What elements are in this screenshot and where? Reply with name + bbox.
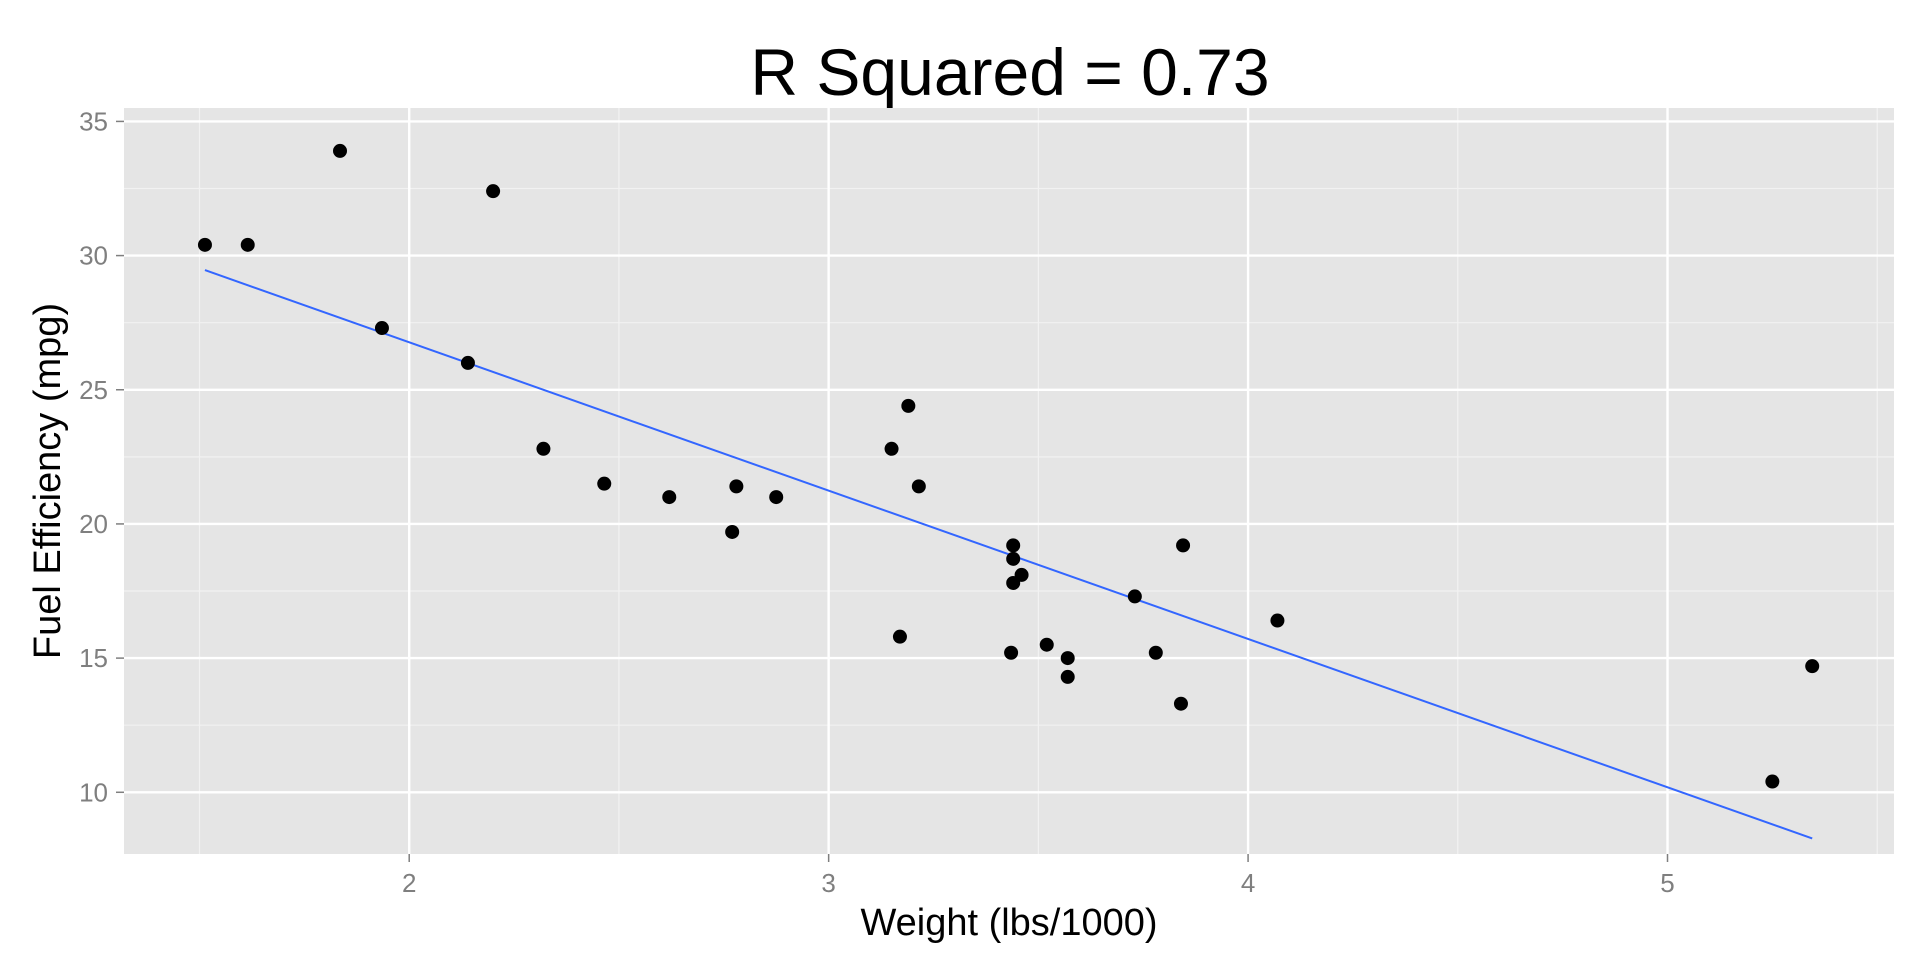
y-tick-label-20: 20 <box>79 509 108 539</box>
data-point-30 <box>729 479 744 494</box>
y-tick-label-10: 10 <box>79 777 108 807</box>
x-tick-label-5: 5 <box>1660 868 1674 898</box>
data-point-14 <box>1765 774 1780 789</box>
data-point-24 <box>374 321 389 336</box>
data-point-12 <box>1127 589 1142 604</box>
tick-labels: 2 3 4 5 10 15 20 25 30 35 <box>79 106 1675 898</box>
data-point-1 <box>769 490 784 505</box>
data-point-15 <box>1805 659 1820 674</box>
y-tick-label-30: 30 <box>79 241 108 271</box>
minor-gridlines <box>124 108 1894 854</box>
data-point-7 <box>901 398 916 413</box>
data-point-20 <box>1039 637 1054 652</box>
x-tick-label-3: 3 <box>821 868 835 898</box>
data-point-29 <box>1060 651 1075 666</box>
data-point-26 <box>197 237 212 252</box>
data-point-6 <box>1060 669 1075 684</box>
data-point-9 <box>1006 538 1021 553</box>
data-point-3 <box>911 479 926 494</box>
y-tick-label-25: 25 <box>79 375 108 405</box>
data-point-11 <box>1270 613 1285 628</box>
data-point-4 <box>1006 551 1021 566</box>
axis-ticks <box>116 120 1669 862</box>
data-point-16 <box>486 184 501 199</box>
plot-panel <box>124 108 1894 854</box>
data-point-22 <box>1173 696 1188 711</box>
data-point-0 <box>662 490 677 505</box>
y-axis-label: Fuel Efficiency (mpg) <box>27 303 69 659</box>
x-axis-label: Weight (lbs/1000) <box>860 902 1157 944</box>
data-point-18 <box>333 143 348 158</box>
x-tick-label-2: 2 <box>402 868 416 898</box>
y-tick-label-15: 15 <box>79 643 108 673</box>
data-point-25 <box>460 355 475 370</box>
data-point-21 <box>1004 645 1019 660</box>
data-points <box>197 143 1820 789</box>
data-point-27 <box>892 629 907 644</box>
data-point-23 <box>1176 538 1191 553</box>
data-point-10 <box>1006 575 1021 590</box>
data-point-17 <box>240 237 255 252</box>
major-gridlines <box>124 108 1894 854</box>
x-tick-label-4: 4 <box>1241 868 1255 898</box>
data-point-2 <box>536 441 551 456</box>
y-tick-label-35: 35 <box>79 106 108 136</box>
chart-title: R Squared = 0.73 <box>750 35 1269 109</box>
data-point-8 <box>884 441 899 456</box>
data-point-19 <box>597 476 612 491</box>
data-point-13 <box>1148 645 1163 660</box>
data-point-28 <box>725 524 740 539</box>
